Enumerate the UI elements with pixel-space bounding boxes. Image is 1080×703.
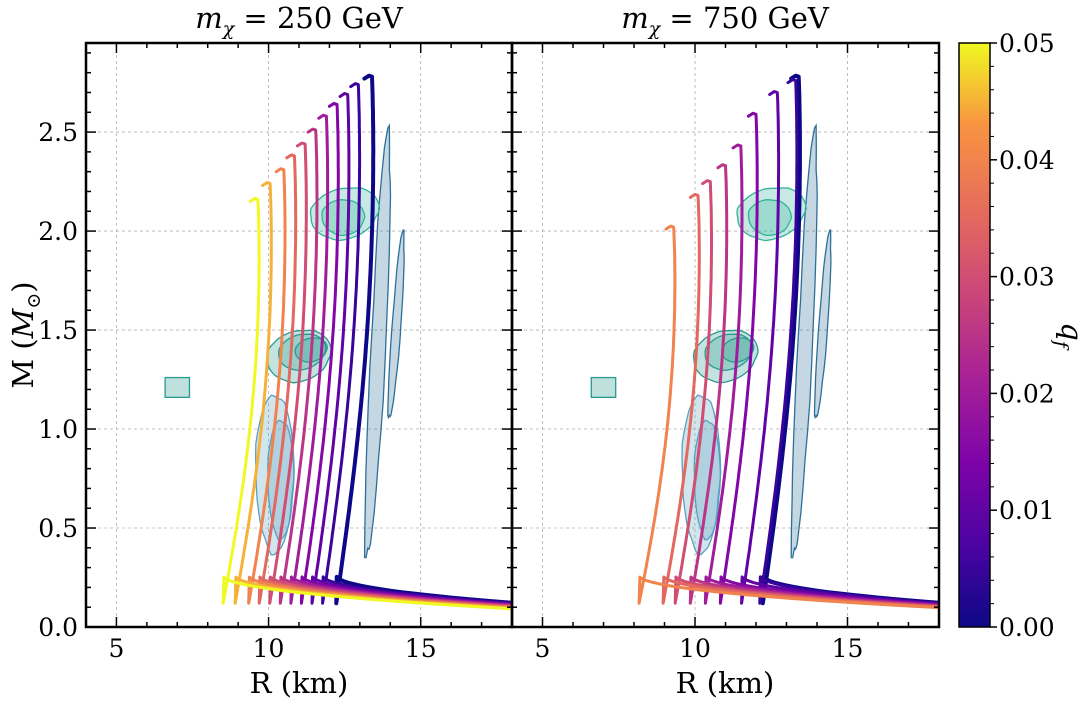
mass-radius-curve <box>718 111 939 607</box>
mass-radius-curve <box>688 163 939 608</box>
region-nicer <box>363 123 392 559</box>
region-point-constraint <box>164 376 191 399</box>
mass-radius-curve <box>703 143 939 607</box>
region-heavy-pulsar <box>736 187 807 242</box>
colorbar-label: qf <box>1050 322 1080 351</box>
mass-radius-curves-left <box>221 73 512 611</box>
mass-radius-curve <box>334 73 512 606</box>
x-tick-labels-right: 5 10 15 <box>535 634 864 663</box>
region-low-mass <box>693 419 722 541</box>
x-axis-label-left: R (km) <box>250 666 349 700</box>
mass-radius-curve <box>289 113 512 607</box>
mass-radius-curve <box>278 127 512 608</box>
x-axis-label-right: R (km) <box>676 666 775 700</box>
panel-right-title: mχ = 750 GeV <box>621 1 830 40</box>
region-heavy-pulsar <box>747 199 793 237</box>
x-tick-label: 5 <box>108 634 124 663</box>
mass-radius-curve <box>740 90 939 606</box>
mass-radius-curves-right <box>637 73 939 610</box>
region-nicer <box>813 229 832 420</box>
mass-radius-curve <box>299 101 512 607</box>
mass-radius-curve <box>758 78 939 605</box>
colorbar-tick-label: 0.05 <box>999 29 1055 58</box>
region-nicer <box>387 229 405 420</box>
constraint-regions-right <box>590 123 832 559</box>
panel-left-title: mχ = 250 GeV <box>195 1 404 40</box>
mass-radius-curve <box>661 192 939 609</box>
mass-radius-curve <box>310 92 512 606</box>
x-tick-labels-left: 5 10 15 <box>108 634 436 663</box>
x-tick-label: 10 <box>253 634 285 663</box>
x-tick-label: 10 <box>679 634 711 663</box>
region-point-constraint <box>590 376 617 399</box>
y-tick-label: 1.0 <box>38 415 78 444</box>
y-tick-label: 0.0 <box>38 613 78 642</box>
mass-radius-curve <box>247 167 512 610</box>
colorbar-tick-label: 0.03 <box>999 263 1055 292</box>
region-low-mass <box>681 394 722 556</box>
y-tick-label: 2.5 <box>38 118 78 147</box>
y-tick-label: 1.5 <box>38 316 78 345</box>
colorbar-tick-label: 0.01 <box>999 496 1055 525</box>
y-tick-label: 2.0 <box>38 217 78 246</box>
x-tick-label: 5 <box>535 634 551 663</box>
y-tick-labels: 0.0 0.5 1.0 1.5 2.0 2.5 <box>38 118 78 642</box>
colorbar-ticks: 0.00 0.01 0.02 0.03 0.04 0.05 <box>990 29 1055 642</box>
axis-ticks <box>85 43 940 628</box>
x-tick-label: 15 <box>832 634 864 663</box>
colorbar-tick-label: 0.02 <box>999 379 1055 408</box>
mass-radius-curve <box>268 141 512 608</box>
colorbar-tick-label: 0.00 <box>999 613 1055 642</box>
mass-radius-curve <box>321 82 512 605</box>
colorbar <box>958 42 991 628</box>
x-tick-label: 15 <box>405 634 437 663</box>
mass-radius-curve <box>233 181 512 610</box>
region-nicer <box>790 123 818 559</box>
colorbar-tick-label: 0.04 <box>999 146 1055 175</box>
grid-right <box>512 43 939 628</box>
y-axis-label: M (M⊙) <box>6 281 45 388</box>
mass-radius-curve <box>221 196 512 611</box>
mass-radius-curve <box>637 224 939 610</box>
mass-radius-curve <box>673 179 939 608</box>
mass-radius-curve <box>257 153 512 609</box>
y-tick-label: 0.5 <box>38 514 78 543</box>
region-heavy-pulsar <box>321 199 366 237</box>
